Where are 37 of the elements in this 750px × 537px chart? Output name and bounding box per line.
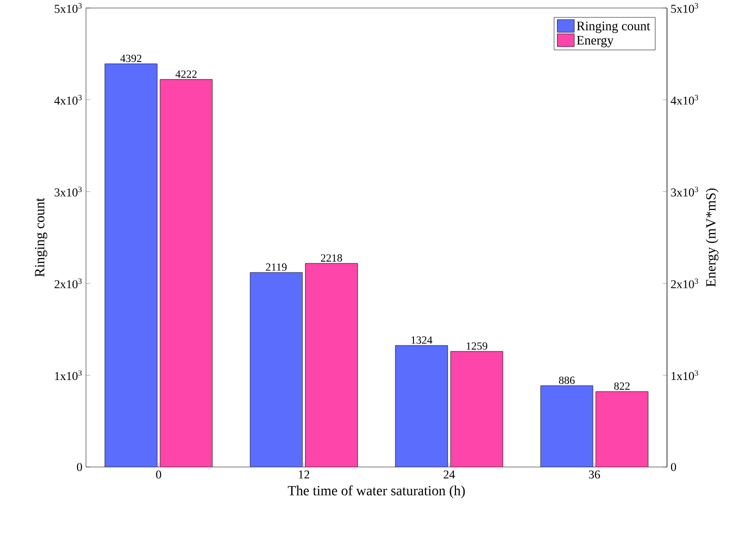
data-label: 4392	[120, 54, 142, 62]
y2-tick-label: 2x10$^{3}$	[671, 278, 698, 288]
y2-tick-label: 0	[670, 462, 676, 472]
y-axis-title: Ringing count	[35, 198, 48, 277]
bar	[160, 79, 213, 467]
y-tick-label: 0	[76, 462, 82, 472]
y2-axis-title: Energy (mV*mS)	[706, 188, 718, 287]
x-tick-label: 36	[588, 470, 600, 479]
x-tick-label: 0	[156, 470, 162, 479]
data-label: 4222	[175, 70, 197, 78]
y-tick-label: 4x10$^{3}$	[54, 94, 82, 105]
y2-tick-label: 1x10$^{3}$	[672, 370, 698, 380]
data-label: 2218	[321, 254, 342, 262]
y-tick-label: 1x10$^{3}$	[55, 370, 82, 380]
x-axis-title: The time of water saturation (h)	[288, 485, 465, 498]
y-tick-label: 3x10$^{3}$	[54, 186, 82, 196]
legend-label: Ringing count	[576, 22, 650, 33]
bar	[104, 64, 158, 467]
bar	[250, 272, 303, 467]
data-label: 1259	[466, 342, 488, 350]
y2-tick-label: 4x10$^{3}$	[670, 94, 698, 105]
data-label: 822	[614, 382, 630, 390]
x-tick-label: 12	[298, 470, 310, 478]
data-label: 1324	[412, 336, 432, 344]
y-tick-label: 2x10$^{3}$	[54, 278, 82, 288]
x-tick-label: 24	[444, 470, 455, 478]
y-tick-label: 5x10$^{3}$	[54, 3, 82, 13]
y2-tick-label: 3x10$^{3}$	[671, 186, 698, 196]
bar	[305, 263, 358, 467]
bar	[450, 351, 503, 467]
data-label: 2119	[266, 263, 287, 271]
bar	[395, 345, 448, 467]
y2-tick-label: 5x10$^{3}$	[671, 3, 698, 13]
bar	[596, 391, 648, 467]
data-label: 886	[558, 376, 575, 384]
legend-label: Energy	[576, 36, 614, 48]
bar	[540, 385, 594, 467]
